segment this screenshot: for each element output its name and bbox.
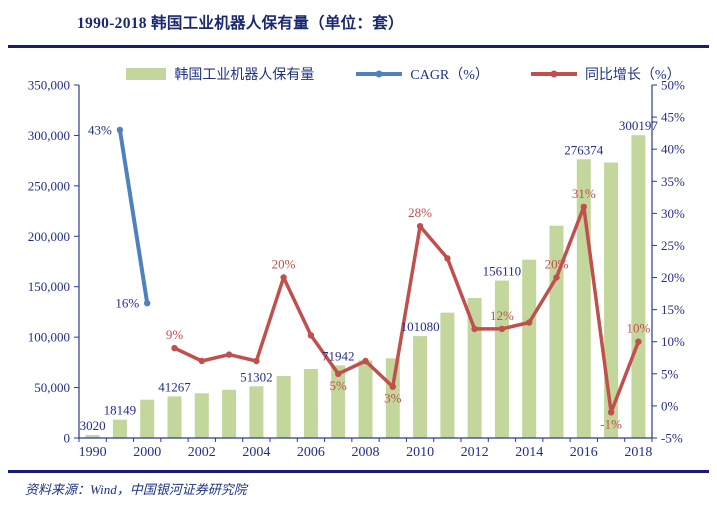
x-axis-label: 2018 [624,445,652,460]
yoy-line-swatch-icon [530,70,577,78]
x-axis-label: 2014 [515,445,543,460]
legend-item-holdings: 韩国工业机器人保有量 [126,64,314,84]
line-point-label: 12% [490,308,514,323]
right-axis-label: 0% [661,398,679,413]
x-axis-label: 2010 [406,445,434,460]
bar-2012 [467,297,482,438]
x-axis-label: 2006 [297,445,325,460]
bar-2003 [222,389,237,438]
footer-divider [8,470,709,473]
right-axis-label: 25% [661,238,685,253]
right-axis-label: 15% [661,302,685,317]
x-axis-label: 2016 [570,445,598,460]
left-axis-label: 0 [64,431,71,446]
x-axis-label: 1990 [79,445,107,460]
bar-swatch-icon [126,68,167,80]
right-axis-label: 45% [661,110,685,125]
bar-value-label: 18149 [104,403,137,418]
bar-value-label: 300197 [619,118,659,133]
line-point-label: 9% [166,327,184,342]
yoy-line-group: 9% 20% 5% 3% 28% 12% 20% 31% -1% 10% [166,186,651,431]
x-axis-label: 2012 [461,445,489,460]
cagr-line-swatch-icon [356,70,403,78]
bar-2014 [522,259,537,438]
line-point-label: 20% [545,257,569,272]
left-axis-label: 350,000 [28,78,70,93]
chart-title: 1990-2018 韩国工业机器人保有量（单位：套） [77,15,404,32]
left-axis-label: 200,000 [28,229,70,244]
line-point-label: 5% [330,378,348,393]
bar-2007 [331,365,346,438]
left-axis-label: 100,000 [28,330,70,345]
right-axis-label: 10% [661,334,685,349]
bar-value-label: 71942 [322,348,355,363]
left-axis-label: 250,000 [28,178,70,193]
bar-2006 [303,369,318,438]
cagr-marker-icon [375,70,383,78]
cagr-line-group: 43% 16% [88,122,151,311]
x-axis-label: 2004 [242,445,270,460]
right-axis-label: 30% [661,206,685,221]
bar-2009 [385,358,400,438]
bar-value-label: 156110 [483,264,522,279]
bar-value-label: 51302 [240,369,273,384]
legend-item-yoy: 同比增长（%） [530,64,681,84]
line-point-label: 3% [384,391,402,406]
line-point-label: 10% [626,321,650,336]
right-axis-label: 40% [661,142,685,157]
source-note: 资料来源：Wind，中国银河证券研究院 [25,482,247,497]
bar-2000 [140,399,155,438]
line-point-label: 28% [408,205,432,220]
left-axis-label: 300,000 [28,128,70,143]
bar-2001 [167,396,182,438]
right-axis-label: 50% [661,78,685,93]
yoy-marker-icon [550,70,558,78]
bar-value-label: 101080 [401,319,440,334]
legend-item-cagr: CAGR（%） [356,64,489,84]
x-axis-label: 2008 [352,445,380,460]
bar-value-label: 276374 [564,142,604,157]
bar-2015 [549,225,564,438]
legend-label-cagr: CAGR（%） [410,68,489,83]
bar-2018 [631,135,646,438]
bar-2017 [604,162,619,438]
bar-1995 [112,419,127,438]
bar-2011 [440,312,455,438]
axes-group: 0 50,000 100,000 150,000 200,000 250,000 300,0… [28,78,685,461]
bar-1990 [85,435,100,438]
line-point-label: 20% [272,257,296,272]
chart-legend: 韩国工业机器人保有量 CAGR（%） 同比增长（%） [45,64,717,84]
line-point-label: 16% [115,296,139,311]
right-axis-label: -5% [661,431,683,446]
line-point-label: -1% [600,416,622,431]
title-divider [8,45,709,48]
line-point-label: 31% [572,186,596,201]
bar-2008 [358,360,373,438]
bar-2013 [494,280,509,438]
right-axis-label: 35% [661,174,685,189]
line-point-label: 43% [88,122,112,137]
legend-label-holdings: 韩国工业机器人保有量 [174,68,315,83]
bars-group [85,135,646,439]
right-axis-label: 20% [661,270,685,285]
bar-2016 [576,159,591,439]
left-axis-label: 50,000 [34,380,70,395]
bar-value-label: 3020 [80,418,106,433]
x-axis-label: 2000 [133,445,161,460]
bar-2004 [249,386,264,438]
legend-label-yoy: 同比增长（%） [584,68,681,83]
bar-2002 [194,393,209,438]
right-axis-label: 5% [661,366,679,381]
left-axis-label: 150,000 [28,279,70,294]
x-axis-label: 2002 [188,445,216,460]
bar-2010 [413,336,428,438]
bar-2005 [276,376,291,438]
bar-value-label: 41267 [158,379,191,394]
